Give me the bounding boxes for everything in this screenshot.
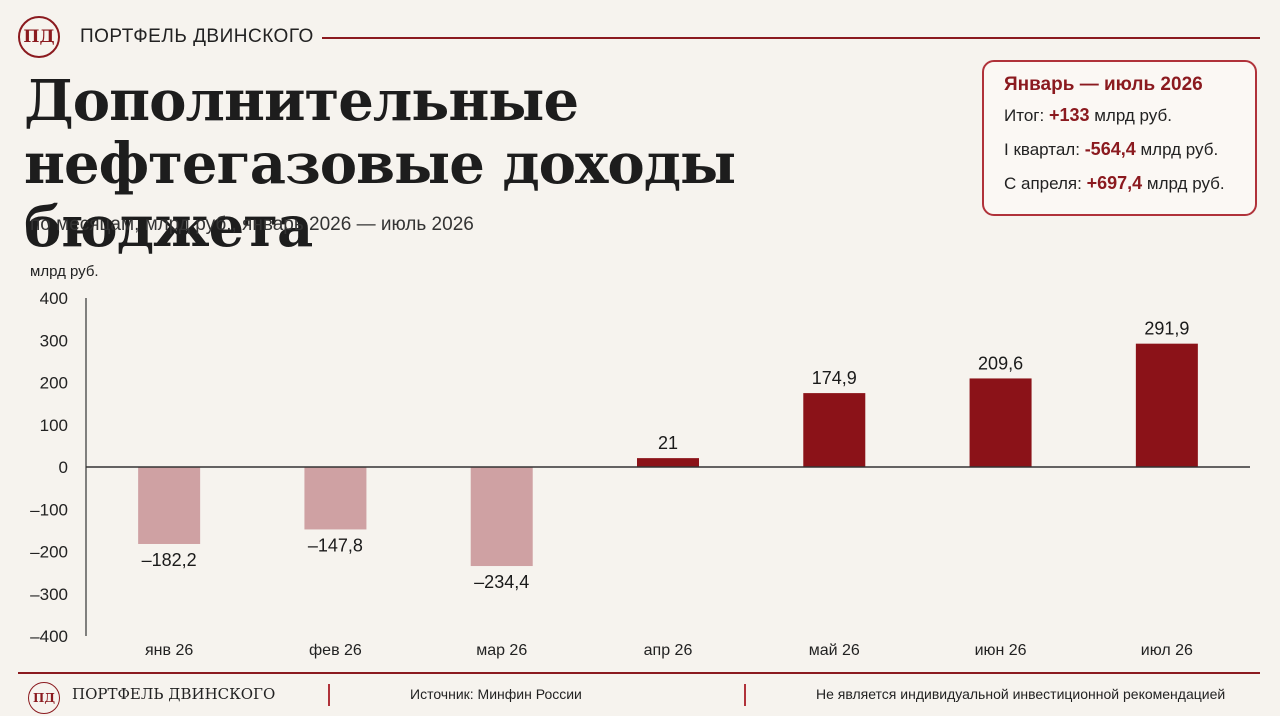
bar: [969, 378, 1032, 467]
summary-value: -564,4: [1084, 139, 1136, 159]
source-note: Источник: Минфин России: [410, 686, 582, 702]
bar: [803, 393, 866, 467]
disclaimer-note: Не является индивидуальной инвестиционно…: [816, 686, 1226, 702]
y-tick-label: 200: [40, 374, 68, 393]
footer-separator: [744, 684, 746, 706]
page-title: Дополнительные нефтегазовые доходы бюдже…: [24, 68, 736, 260]
summary-label: С апреля:: [1004, 174, 1082, 193]
summary-row-total: Итог: +133 млрд руб.: [1004, 105, 1255, 126]
y-tick-label: 400: [40, 289, 68, 308]
bar: [637, 458, 699, 467]
summary-title: Январь — июль 2026: [1004, 74, 1203, 95]
bar: [1135, 343, 1198, 467]
header: ПД ПОРТФЕЛЬ ДВИНСКОГО: [18, 16, 1260, 60]
y-tick-label: 300: [40, 331, 68, 350]
footer-brand-name: ПОРТФЕЛЬ ДВИНСКОГО: [72, 685, 276, 703]
summary-value: +697,4: [1086, 173, 1143, 193]
data-label: –147,8: [308, 535, 363, 555]
x-tick-label: июл 26: [1141, 642, 1193, 659]
x-tick-label: май 26: [809, 642, 860, 659]
bar-chart: млрд руб. 400 300 200 100 0 –100 –200 –300 –400 –1…: [30, 263, 1250, 659]
summary-row-q1: I квартал: -564,4 млрд руб.: [1004, 139, 1255, 160]
summary-unit: млрд руб.: [1094, 106, 1172, 125]
x-tick-label: июн 26: [975, 642, 1027, 659]
summary-unit: млрд руб.: [1140, 140, 1219, 159]
summary-label: Итог:: [1004, 106, 1045, 125]
x-tick-label: фев 26: [309, 642, 362, 659]
footer-separator: [328, 684, 330, 706]
summary-unit: млрд руб.: [1146, 174, 1225, 193]
summary-label: I квартал:: [1004, 140, 1080, 159]
brand-name: ПОРТФЕЛЬ ДВИНСКОГО: [80, 26, 314, 47]
data-label: 209,6: [978, 353, 1023, 373]
data-label: 21: [658, 433, 678, 453]
y-tick-label: –400: [30, 627, 68, 646]
footer: ПД ПОРТФЕЛЬ ДВИНСКОГО Источник: Минфин Р…: [0, 672, 1280, 716]
y-tick-label: –100: [30, 500, 68, 519]
x-tick-label: янв 26: [145, 642, 193, 659]
summary-row-since-april: С апреля: +697,4 млрд руб.: [1004, 173, 1255, 194]
brand-logo: ПД: [18, 16, 60, 58]
y-tick-label: 100: [40, 416, 68, 435]
data-label: –182,2: [142, 550, 197, 570]
footer-logo: ПД: [28, 682, 60, 714]
y-tick-label: 0: [59, 458, 68, 477]
summary-value: +133: [1048, 105, 1090, 125]
y-tick-label: –200: [30, 543, 68, 562]
x-tick-label: мар 26: [476, 642, 527, 659]
bar: [304, 467, 367, 530]
footer-divider: [18, 672, 1260, 674]
summary-box: Январь — июль 2026 Итог: +133 млрд руб. …: [982, 60, 1257, 216]
x-tick-label: апр 26: [644, 642, 693, 659]
page-subtitle: по месяцам, млрд руб., январь 2026 — июл…: [30, 214, 474, 235]
header-divider: [322, 37, 1260, 39]
bar: [470, 467, 533, 567]
data-label: –234,4: [474, 572, 529, 592]
y-tick-label: –300: [30, 585, 68, 604]
data-label: 174,9: [812, 368, 857, 388]
data-label: 291,9: [1144, 319, 1189, 339]
y-axis-title: млрд руб.: [30, 263, 99, 280]
bar: [138, 467, 201, 544]
